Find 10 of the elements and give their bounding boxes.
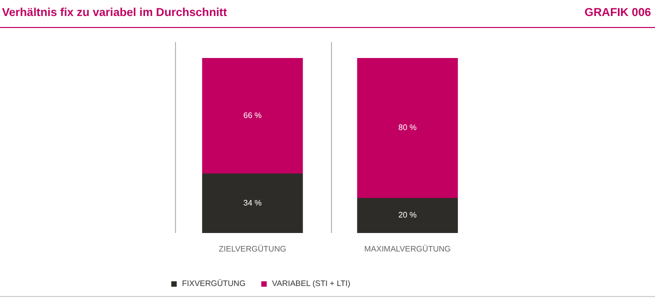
data-label: 66 % — [243, 110, 262, 120]
text: GRAFIK 006 — [584, 7, 651, 19]
chart-title: Verhältnis fix zu variabel im Durchschnitt — [2, 7, 227, 19]
data-label: 34 % — [243, 198, 262, 208]
data-label: 80 % — [398, 123, 417, 132]
x-tick-label: ZIELVERGÜTUNG — [218, 244, 286, 254]
data-label: 20 % — [398, 210, 417, 220]
legend-label: FIXVERGÜTUNG — [182, 279, 246, 288]
legend-label: VARIABEL (STI + LTI) — [272, 279, 351, 288]
x-tick-label: MAXIMALVERGÜTUNG — [364, 244, 451, 254]
